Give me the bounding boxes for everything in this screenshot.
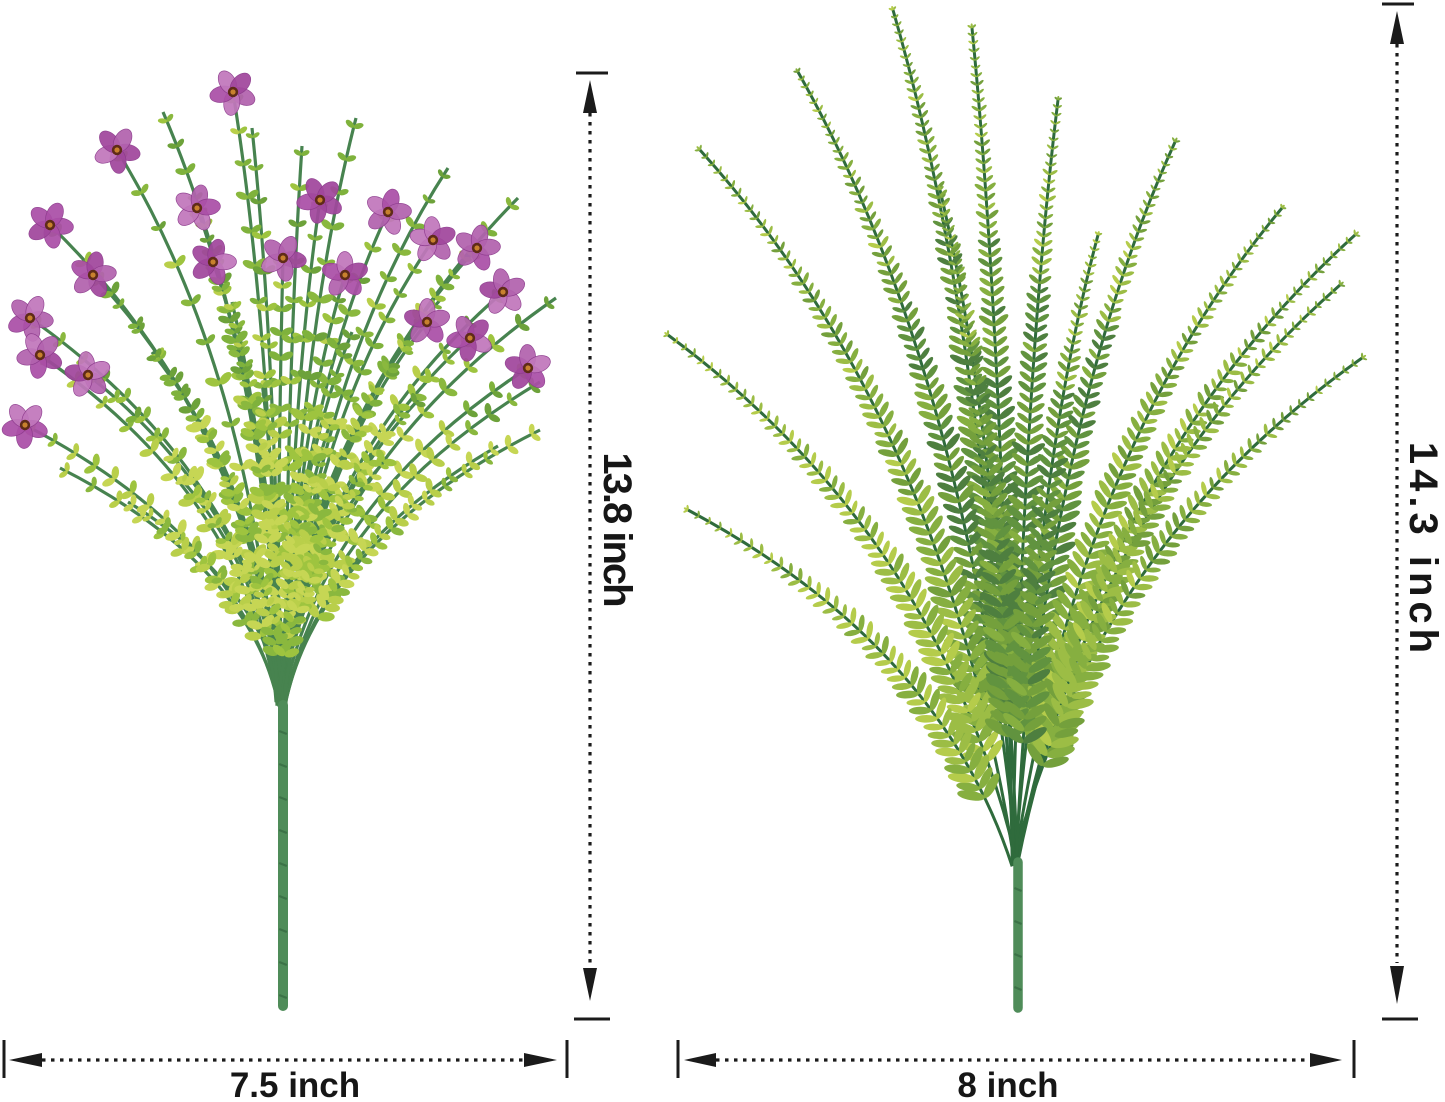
left-width-dimension: 7.5 inch (2, 1040, 569, 1102)
fern-fronds (663, 6, 1368, 801)
left-height-dimension: 13.8 inch (574, 71, 639, 1021)
flower (409, 216, 456, 262)
right-height-arrow-up-icon (1390, 11, 1404, 44)
right-height-label: 14.3 inch (1401, 442, 1445, 658)
flower (446, 316, 492, 362)
bouquet-flowers (1, 70, 551, 449)
right-width-arrow-left-icon (684, 1053, 716, 1067)
right-width-arrow-right-icon (1310, 1053, 1342, 1067)
bouquet-main-stem (278, 700, 288, 1011)
flower-bouquet-illustration (1, 70, 557, 1011)
flower (192, 238, 237, 285)
left-height-label: 13.8 inch (595, 452, 639, 605)
fern-main-stem (1013, 857, 1023, 1013)
flower (28, 202, 74, 249)
right-width-label: 8 inch (957, 1066, 1058, 1102)
left-width-label: 7.5 inch (230, 1066, 360, 1102)
left-height-arrow-up-icon (583, 80, 597, 113)
flower (455, 224, 501, 271)
flower (1, 404, 48, 449)
right-height-dimension: 14.3 inch (1382, 2, 1445, 1021)
flower (16, 333, 63, 379)
right-width-dimension: 8 inch (676, 1040, 1356, 1102)
left-width-arrow-left-icon (9, 1053, 42, 1067)
flower (71, 251, 117, 298)
flower (479, 268, 526, 314)
flower (296, 178, 342, 224)
left-height-arrow-down-icon (583, 968, 597, 1001)
flower (209, 70, 256, 116)
flower (175, 184, 221, 231)
flower (504, 344, 551, 389)
flower (404, 298, 450, 343)
flower (367, 188, 412, 235)
flower (261, 236, 307, 282)
bouquet-foliage (26, 94, 555, 658)
right-height-arrow-down-icon (1390, 966, 1404, 1004)
fern-bush-illustration (663, 6, 1368, 1013)
flower (94, 128, 141, 174)
flower (64, 351, 111, 397)
left-width-arrow-right-icon (524, 1053, 557, 1067)
flower (321, 251, 368, 296)
